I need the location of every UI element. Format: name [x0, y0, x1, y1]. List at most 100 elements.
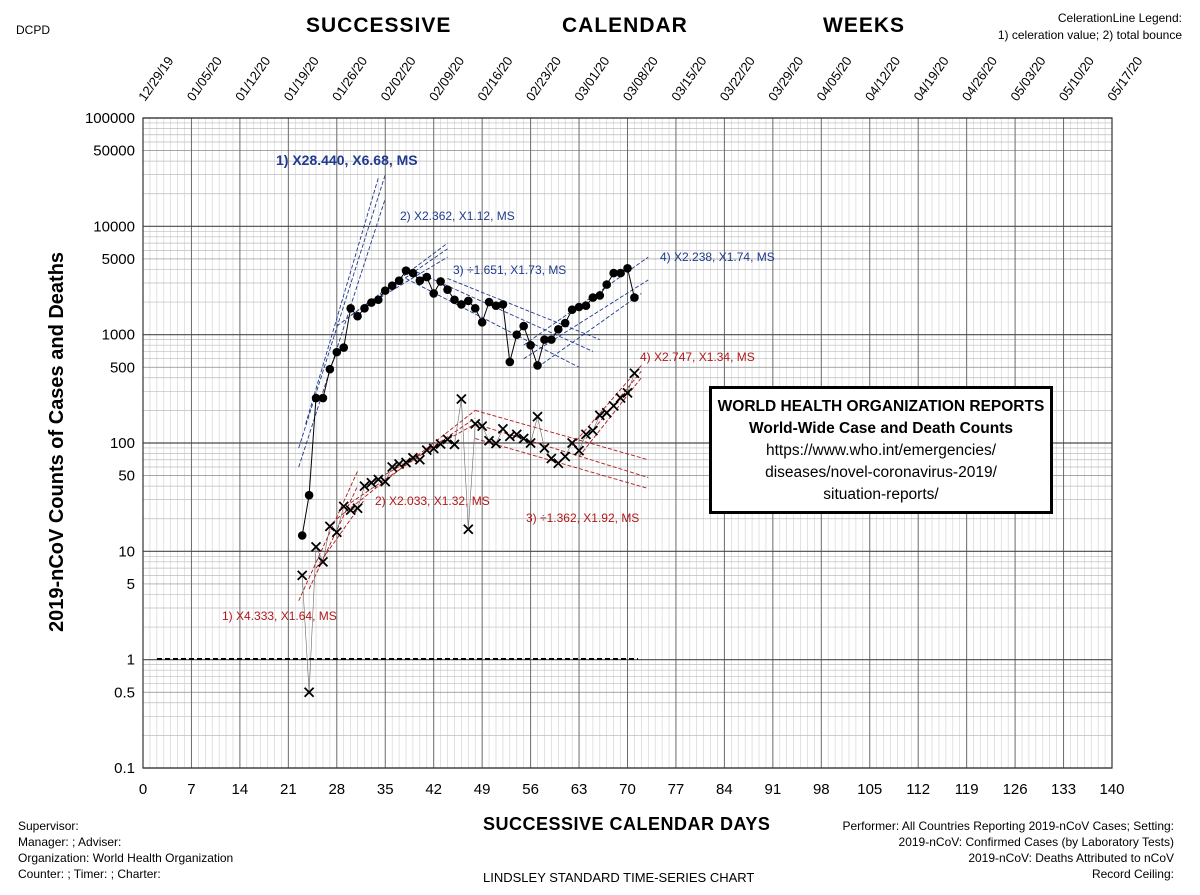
y-tick-label: 500 [110, 359, 135, 376]
x-tick-label: 77 [668, 781, 685, 798]
x-tick-label: 0 [139, 781, 147, 798]
x-tick-label: 105 [857, 781, 882, 798]
case-point [547, 335, 556, 344]
case-point [477, 318, 487, 327]
death-point [594, 410, 605, 421]
footer-left-line: Organization: World Health Organization [18, 851, 234, 865]
case-point [408, 268, 418, 278]
case-point [457, 300, 466, 309]
death-point [629, 368, 640, 379]
y-tick-label: 0.1 [114, 760, 135, 777]
death-point [297, 570, 308, 581]
case-point [387, 281, 397, 291]
case-point [318, 393, 328, 403]
death-point [587, 425, 599, 436]
death-point [532, 411, 543, 422]
case-point [436, 277, 445, 286]
celeration-line [298, 198, 386, 468]
date-tick-label: 01/05/20 [184, 54, 225, 104]
y-tick-label: 1000 [102, 327, 135, 344]
case-point [464, 296, 473, 306]
death-point [546, 453, 557, 464]
date-tick-label: 01/12/20 [232, 54, 273, 104]
who-reports-box: WORLD HEALTH ORGANIZATION REPORTS World-… [709, 386, 1053, 514]
y-tick-label: 50 [118, 468, 135, 485]
case-point [526, 340, 535, 350]
date-tick-label: 03/15/20 [668, 54, 709, 104]
date-tick-label: 04/05/20 [813, 54, 854, 104]
death-point [622, 387, 633, 399]
date-tick-label: 02/23/20 [523, 54, 564, 104]
case-point [394, 276, 404, 285]
date-tick-label: 01/19/20 [281, 54, 322, 104]
case-point [429, 289, 439, 298]
y-tick-label: 1 [127, 652, 135, 669]
y-tick-label: 5000 [102, 251, 135, 268]
date-tick-label: 03/08/20 [620, 54, 661, 104]
case-point [491, 301, 501, 311]
celeration-line [298, 174, 386, 449]
header-word-weeks: WEEKS [823, 14, 906, 37]
x-tick-label: 70 [619, 781, 636, 798]
plot-frame [142, 117, 1113, 769]
death-point [470, 418, 481, 430]
who-box-line2: World-Wide Case and Death Counts [749, 420, 1013, 437]
case-point [332, 347, 342, 357]
death-point [463, 524, 474, 535]
death-point [580, 429, 592, 440]
x-tick-label: 140 [1099, 781, 1124, 798]
case-point [567, 305, 577, 315]
who-box-line5: situation-reports/ [823, 486, 939, 503]
y-tick-label: 100000 [85, 110, 135, 127]
footer-left-line: Counter: ; Timer: ; Charter: [18, 867, 161, 881]
x-tick-label: 21 [280, 781, 297, 798]
x-tick-label: 63 [571, 781, 588, 798]
who-box-line4: diseases/novel-coronavirus-2019/ [765, 464, 997, 481]
legend-text: 1) celeration value; 2) total bounce [997, 28, 1182, 42]
footer-right-line: 2019-nCoV: Confirmed Cases (by Laborator… [898, 835, 1174, 849]
x-tick-label: 56 [522, 781, 539, 798]
case-point [623, 263, 632, 273]
footer-right-line: 2019-nCoV: Deaths Attributed to nCoV [968, 851, 1174, 865]
death-point [373, 474, 384, 485]
x-tick-label: 7 [187, 781, 195, 798]
death-point [490, 438, 502, 449]
date-tick-labels: 12/29/19 01/05/20 01/12/20 01/19/20 01/26/20… [135, 54, 1145, 104]
date-tick-label: 02/16/20 [474, 54, 515, 104]
celeration-label: 4) X2.747, X1.34, MS [640, 350, 755, 364]
celeration-line [336, 410, 476, 520]
death-point [449, 439, 460, 450]
x-tick-label: 98 [813, 781, 830, 798]
case-point [450, 295, 459, 305]
celeration-line [537, 293, 642, 368]
case-point [311, 393, 321, 403]
case-point [297, 531, 307, 540]
celeration-label: 4) X2.238, X1.74, MS [660, 250, 775, 264]
death-point [428, 443, 439, 454]
header-word-calendar: CALENDAR [562, 14, 688, 37]
case-point [339, 343, 349, 352]
celeration-line [523, 279, 649, 360]
death-point [573, 445, 585, 456]
case-point [533, 361, 542, 370]
case-point [346, 304, 355, 313]
death-point [483, 435, 495, 446]
date-tick-label: 04/19/20 [910, 54, 951, 104]
footer-right-line: Record Ceiling: [1091, 867, 1174, 881]
celeration-line [405, 266, 594, 352]
x-tick-label: 119 [955, 781, 979, 798]
date-tick-label: 03/29/20 [765, 54, 806, 104]
x-tick-label: 84 [716, 781, 733, 798]
case-point [512, 330, 522, 339]
header-word-successive: SUCCESSIVE [306, 14, 452, 37]
y-tick-label: 10 [118, 543, 135, 560]
case-point [595, 291, 605, 300]
celeration-lines [298, 174, 649, 601]
footer-left-line: Supervisor: [18, 819, 79, 833]
x-tick-labels: 0 7 14 21 28 35 42 49 56 63 70 77 84 91 98 105 112 119 126… [139, 781, 1125, 798]
case-point [505, 357, 515, 367]
death-point [359, 480, 370, 492]
case-point [484, 297, 494, 307]
case-point [581, 301, 591, 311]
x-tick-label: 126 [1003, 781, 1028, 798]
